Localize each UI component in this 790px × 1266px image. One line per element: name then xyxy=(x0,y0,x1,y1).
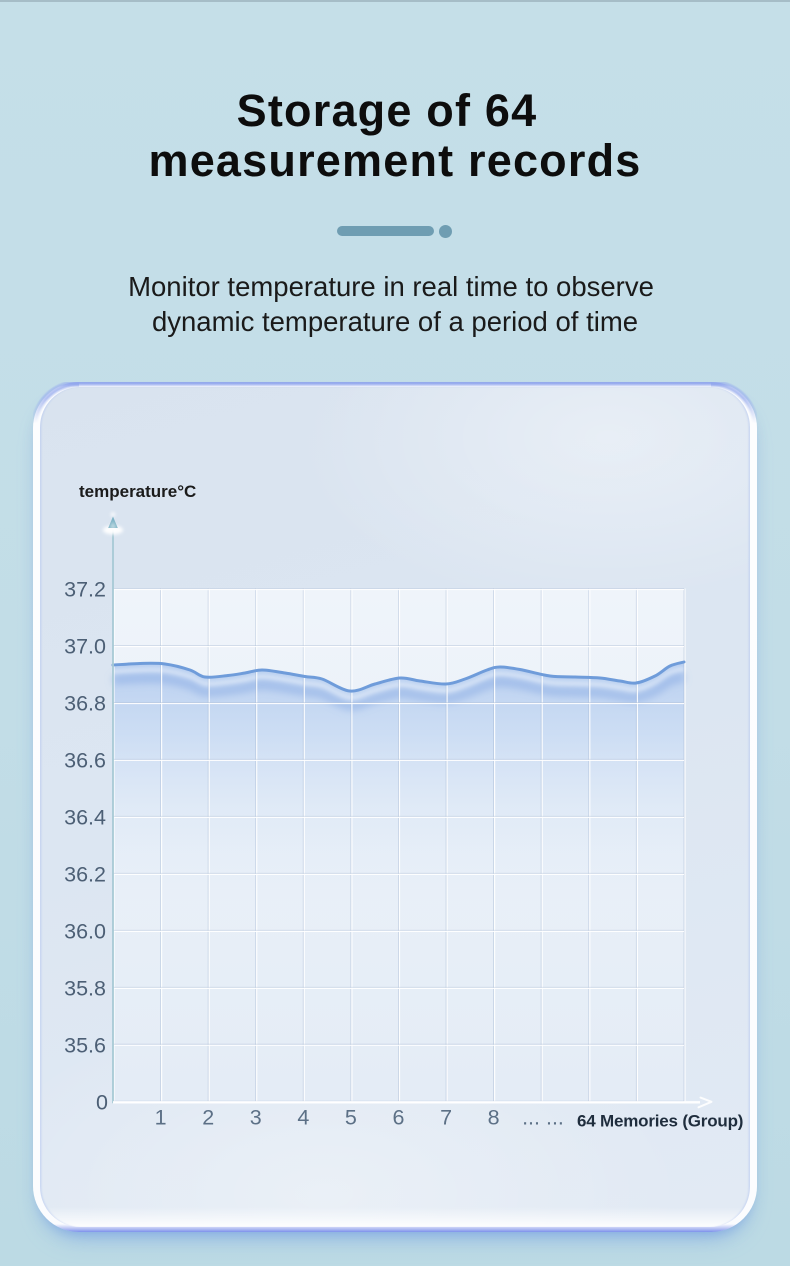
svg-text:64 Memories (Group): 64 Memories (Group) xyxy=(577,1112,743,1131)
svg-text:35.8: 35.8 xyxy=(64,976,106,1000)
svg-text:36.4: 36.4 xyxy=(64,805,106,829)
svg-text:36.8: 36.8 xyxy=(64,692,106,716)
svg-text:2: 2 xyxy=(202,1106,214,1130)
svg-text:36.2: 36.2 xyxy=(64,862,106,886)
svg-text:... ...: ... ... xyxy=(522,1106,564,1130)
svg-text:0: 0 xyxy=(96,1090,108,1114)
svg-text:4: 4 xyxy=(297,1106,309,1130)
svg-text:6: 6 xyxy=(393,1106,405,1130)
svg-text:37.0: 37.0 xyxy=(64,635,106,659)
svg-text:7: 7 xyxy=(440,1106,452,1130)
svg-text:temperature°C: temperature°C xyxy=(79,482,196,501)
svg-text:3: 3 xyxy=(250,1106,262,1130)
svg-text:8: 8 xyxy=(488,1106,500,1130)
svg-text:35.6: 35.6 xyxy=(64,1033,106,1057)
svg-text:5: 5 xyxy=(345,1106,357,1130)
svg-text:37.2: 37.2 xyxy=(64,578,106,602)
svg-text:36.0: 36.0 xyxy=(64,919,106,943)
svg-text:1: 1 xyxy=(155,1106,167,1130)
svg-text:36.6: 36.6 xyxy=(64,748,106,772)
